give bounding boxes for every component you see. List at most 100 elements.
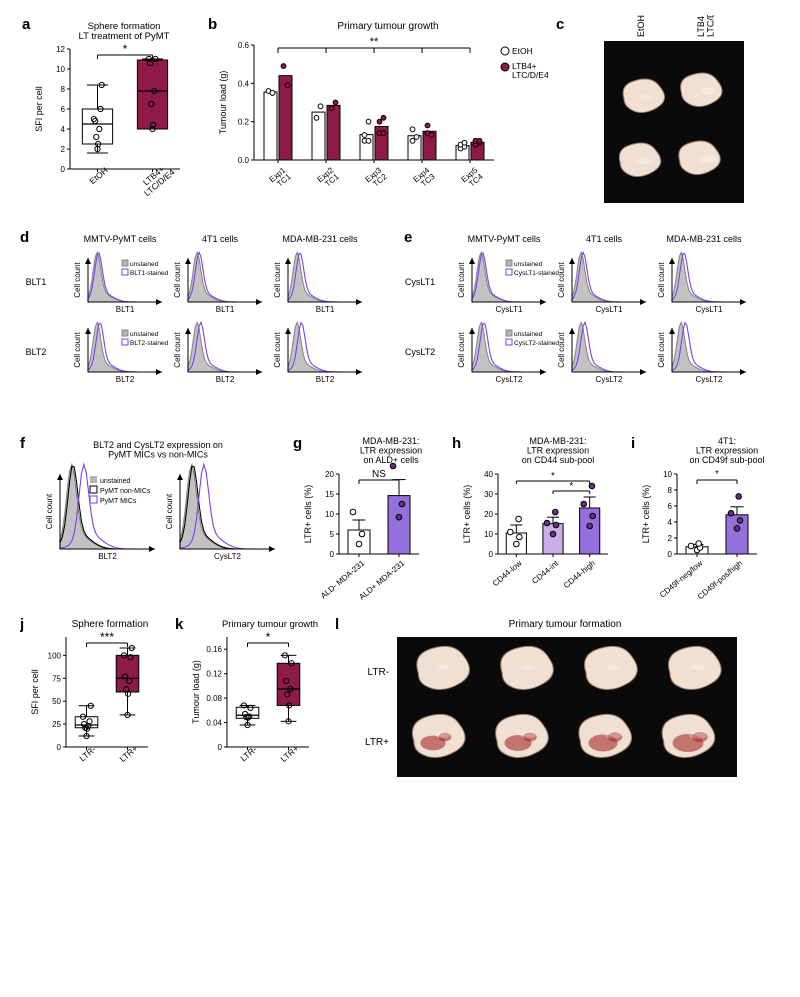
svg-text:LTB4LTC/D/E4: LTB4LTC/D/E4 xyxy=(696,15,715,37)
svg-text:MDA-MB-231:LTR expressionon AL: MDA-MB-231:LTR expressionon ALD+ cells xyxy=(359,436,421,465)
svg-text:LTR+ cells (%): LTR+ cells (%) xyxy=(303,485,313,544)
svg-text:CysLT2: CysLT2 xyxy=(596,375,624,384)
svg-text:LTR-: LTR- xyxy=(368,667,389,678)
svg-text:40: 40 xyxy=(484,470,493,479)
panel-j: j Sphere formation 0255075100SFI per cel… xyxy=(20,615,165,800)
svg-text:Exp5TC4: Exp5TC4 xyxy=(460,165,486,190)
svg-text:Cell count: Cell count xyxy=(273,331,282,367)
svg-text:100: 100 xyxy=(48,651,62,660)
svg-text:0: 0 xyxy=(218,743,223,752)
panel-h: h 010203040LTR+ cells (%)CD44-lowCD44-in… xyxy=(452,434,621,609)
svg-text:CysLT2: CysLT2 xyxy=(214,552,242,561)
svg-text:20: 20 xyxy=(484,510,493,519)
svg-text:BLT2-stained: BLT2-stained xyxy=(130,340,169,347)
svg-text:CD44-low: CD44-low xyxy=(491,558,524,588)
svg-text:0.4: 0.4 xyxy=(238,79,250,88)
svg-text:0.2: 0.2 xyxy=(238,118,250,127)
svg-text:PyMT MICs: PyMT MICs xyxy=(100,498,137,505)
svg-text:BLT2: BLT2 xyxy=(98,552,117,561)
svg-text:PyMT non-MICs: PyMT non-MICs xyxy=(100,488,151,495)
svg-text:4T1:LTR expressionon CD49f sub: 4T1:LTR expressionon CD49f sub-pool xyxy=(689,436,764,465)
svg-text:Exp2TC1: Exp2TC1 xyxy=(316,165,342,190)
svg-text:MMTV-PyMT cells: MMTV-PyMT cells xyxy=(84,234,157,244)
svg-text:Cell count: Cell count xyxy=(657,331,666,367)
svg-text:Exp3TC2: Exp3TC2 xyxy=(364,165,390,190)
svg-text:NS: NS xyxy=(372,469,386,480)
svg-text:l: l xyxy=(335,616,339,633)
svg-text:75: 75 xyxy=(52,674,61,683)
panel-e: e MMTV-PyMT cells4T1 cellsMDA-MB-231 cel… xyxy=(404,228,780,428)
svg-text:Cell count: Cell count xyxy=(173,331,182,367)
svg-text:Cell count: Cell count xyxy=(73,331,82,367)
svg-text:LTR+: LTR+ xyxy=(118,743,140,764)
svg-text:BLT2: BLT2 xyxy=(116,375,135,384)
panel-f: f BLT2 and CysLT2 expression onPyMT MICs… xyxy=(20,434,283,609)
svg-text:e: e xyxy=(404,229,412,246)
figure: a 024681012SFI per cellEtOHLTB4+LTC/D/E4… xyxy=(0,0,800,810)
svg-text:j: j xyxy=(20,616,24,633)
svg-text:k: k xyxy=(175,616,184,633)
svg-text:Sphere formation: Sphere formation xyxy=(72,619,149,630)
svg-text:unstained: unstained xyxy=(100,478,130,485)
svg-text:BLT1: BLT1 xyxy=(316,305,335,314)
svg-text:**: ** xyxy=(370,36,379,48)
svg-text:*: * xyxy=(551,471,555,482)
svg-text:Cell count: Cell count xyxy=(557,331,566,367)
svg-text:CD44-high: CD44-high xyxy=(562,559,597,590)
svg-text:EtOH: EtOH xyxy=(512,46,533,56)
panel-d: d MMTV-PyMT cells4T1 cellsMDA-MB-231 cel… xyxy=(20,228,396,428)
svg-text:Cell count: Cell count xyxy=(457,261,466,297)
svg-text:Cell count: Cell count xyxy=(73,261,82,297)
svg-text:5: 5 xyxy=(329,530,334,539)
svg-text:LTB4+LTC/D/E4: LTB4+LTC/D/E4 xyxy=(512,61,548,80)
svg-text:6: 6 xyxy=(667,502,672,511)
svg-text:unstained: unstained xyxy=(514,331,543,338)
svg-text:b: b xyxy=(208,16,217,33)
svg-text:BLT1: BLT1 xyxy=(26,277,47,287)
svg-text:Primary tumour growth: Primary tumour growth xyxy=(337,21,438,32)
svg-text:LTR+ cells (%): LTR+ cells (%) xyxy=(641,485,651,544)
svg-text:BLT2: BLT2 xyxy=(26,347,47,357)
svg-text:30: 30 xyxy=(484,490,493,499)
panel-l: l Primary tumour formation LTR-LTR+ xyxy=(335,615,755,800)
svg-text:SFI per cell: SFI per cell xyxy=(34,86,44,132)
svg-text:0: 0 xyxy=(667,550,672,559)
svg-text:Tumour load (g): Tumour load (g) xyxy=(218,71,228,135)
svg-text:Cell count: Cell count xyxy=(173,261,182,297)
svg-text:Primary tumour formation: Primary tumour formation xyxy=(509,619,622,630)
svg-text:4: 4 xyxy=(667,518,672,527)
svg-text:LTR+: LTR+ xyxy=(279,743,301,764)
svg-text:MDA-MB-231 cells: MDA-MB-231 cells xyxy=(282,234,358,244)
svg-text:Cell count: Cell count xyxy=(273,261,282,297)
svg-text:MDA-MB-231 cells: MDA-MB-231 cells xyxy=(666,234,742,244)
svg-text:8: 8 xyxy=(667,486,672,495)
svg-text:*: * xyxy=(266,630,271,644)
svg-text:BLT2 and CysLT2 expression onP: BLT2 and CysLT2 expression onPyMT MICs v… xyxy=(93,440,223,459)
svg-text:*: * xyxy=(123,42,128,56)
svg-text:***: *** xyxy=(100,630,114,644)
svg-text:BLT2: BLT2 xyxy=(216,375,235,384)
svg-text:0: 0 xyxy=(57,743,62,752)
svg-text:unstained: unstained xyxy=(130,331,159,338)
svg-text:d: d xyxy=(20,229,29,246)
svg-text:20: 20 xyxy=(325,470,334,479)
svg-text:i: i xyxy=(631,435,635,452)
svg-text:CysLT1-stained: CysLT1-stained xyxy=(514,270,559,277)
svg-text:2: 2 xyxy=(61,145,66,154)
svg-text:CysLT2: CysLT2 xyxy=(405,347,435,357)
svg-text:15: 15 xyxy=(325,490,334,499)
svg-text:CysLT1: CysLT1 xyxy=(496,305,524,314)
svg-text:*: * xyxy=(569,481,573,492)
svg-text:Sphere formationLT treatment o: Sphere formationLT treatment of PyMT xyxy=(79,21,170,42)
svg-text:0.6: 0.6 xyxy=(238,41,250,50)
svg-text:MDA-MB-231:LTR expressionon CD: MDA-MB-231:LTR expressionon CD44 sub-poo… xyxy=(521,436,594,465)
svg-text:CysLT1: CysLT1 xyxy=(696,305,724,314)
svg-text:Exp1TC1: Exp1TC1 xyxy=(268,165,294,190)
svg-text:BLT2: BLT2 xyxy=(316,375,335,384)
svg-text:Primary tumour growth: Primary tumour growth xyxy=(222,619,318,630)
svg-text:SFI per cell: SFI per cell xyxy=(30,669,40,715)
svg-text:LTB4+LTC/D/E4: LTB4+LTC/D/E4 xyxy=(136,160,176,198)
panel-b: b Primary tumour growth 0.00.20.40.6Tumo… xyxy=(208,15,548,220)
svg-text:CysLT1: CysLT1 xyxy=(405,277,435,287)
svg-text:4: 4 xyxy=(61,125,66,134)
